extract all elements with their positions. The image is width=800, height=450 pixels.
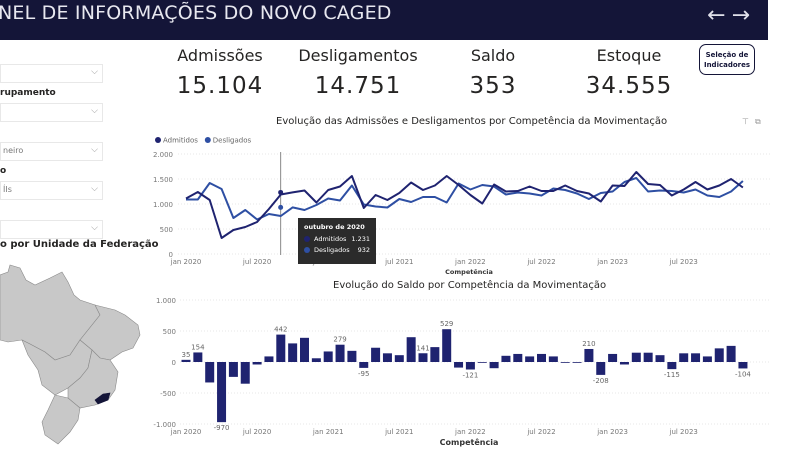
filter-dropdown-3[interactable]: neiro ⌵: [0, 142, 103, 161]
filter-label-agrupamento: rupamento: [0, 88, 56, 98]
kpi-label: Estoque: [596, 46, 662, 65]
x-tick-label: jul 2022: [526, 258, 555, 266]
report-title: NEL DE INFORMAÇÕES DO NOVO CAGED: [0, 2, 392, 24]
y-tick-label: 0: [169, 251, 173, 259]
y-tick-label: 500: [160, 226, 173, 234]
filter-icon[interactable]: ⊤: [742, 117, 749, 126]
hover-point-desligados: [278, 204, 284, 210]
legend-marker-admitidos: [155, 137, 161, 143]
series-line-admitidos: [185, 171, 744, 239]
filter-dropdown-2[interactable]: ⌵: [0, 103, 103, 122]
dropdown-value: neiro: [3, 146, 24, 155]
map-region-rio-de-janeiro[interactable]: [94, 392, 111, 405]
kpi-admissoes: Admissões 15.104: [172, 46, 268, 99]
line-chart-title: Evolução das Admissões e Desligamentos p…: [276, 116, 668, 127]
tooltip-row-admitidos: Admitidos 1.231: [304, 235, 370, 243]
tooltip-series-value: 932: [357, 246, 370, 254]
kpi-label: Admissões: [177, 46, 263, 65]
chevron-down-icon: ⌵: [91, 223, 98, 233]
filter-label-4: o: [0, 166, 7, 176]
series-line-desligados: [186, 177, 744, 221]
map-region-south[interactable]: [41, 394, 81, 445]
selecao-line2: Indicadores: [703, 61, 751, 69]
kpi-label: Saldo: [470, 46, 516, 65]
legend-label: Admitidos: [163, 137, 198, 145]
chart-tooltip: outubro de 2020 Admitidos 1.231 Desligad…: [298, 218, 376, 264]
y-tick-label: 2.000: [153, 151, 173, 159]
selecao-indicadores-button[interactable]: Seleção de Indicadores: [699, 44, 755, 75]
chevron-down-icon: ⌵: [91, 184, 98, 194]
selecao-line1: Seleção de: [705, 51, 749, 59]
kpi-value: 15.104: [176, 73, 264, 99]
x-tick-label: jul 2021: [384, 258, 413, 266]
x-tick-label: jan 2022: [454, 258, 486, 266]
tooltip-title: outubro de 2020: [304, 223, 365, 231]
map-title: o por Unidade da Federação: [0, 239, 159, 250]
visual-header-icons: ⊤ ⧉: [742, 117, 761, 127]
legend-dot-icon: [304, 236, 310, 242]
chevron-down-icon: ⌵: [91, 106, 98, 116]
y-tick-label: 1.500: [153, 176, 173, 184]
legend-label: Desligados: [213, 137, 252, 145]
hover-point-admitidos: [278, 189, 284, 195]
kpi-label: Desligamentos: [298, 46, 418, 65]
x-tick-label: jul 2020: [242, 258, 271, 266]
page-navigation: ← →: [707, 4, 750, 28]
dropdown-value: ÍIs: [3, 185, 12, 194]
report-header: NEL DE INFORMAÇÕES DO NOVO CAGED ← →: [0, 0, 768, 40]
y-tick-label: 1.000: [153, 201, 173, 209]
brazil-map[interactable]: [0, 260, 150, 450]
tooltip-row-desligados: Desligados 932: [304, 246, 370, 254]
kpi-desligamentos: Desligamentos 14.751: [296, 46, 420, 99]
legend-marker-desligados: [204, 137, 211, 143]
filter-dropdown-1[interactable]: ⌵: [0, 64, 103, 83]
kpi-saldo: Saldo 353: [458, 46, 528, 99]
chevron-down-icon: ⌵: [91, 67, 98, 77]
back-arrow-icon[interactable]: ←: [707, 3, 726, 28]
focus-mode-icon[interactable]: ⧉: [754, 117, 761, 126]
tooltip-series-name: Desligados: [314, 246, 350, 254]
chevron-down-icon: ⌵: [91, 145, 98, 155]
kpi-estoque: Estoque 34.555: [584, 46, 674, 99]
kpi-value: 353: [469, 73, 517, 99]
forward-arrow-icon[interactable]: →: [731, 3, 750, 28]
bar-chart-title: Evolução do Saldo por Competência da Mov…: [333, 280, 607, 291]
x-axis-title: Competência: [445, 268, 493, 276]
x-tick-label: jul 2023: [669, 258, 698, 266]
x-tick-label: jan 2023: [596, 258, 628, 266]
filter-dropdown-4[interactable]: ÍIs ⌵: [0, 181, 103, 200]
x-tick-label: jan 2020: [170, 258, 202, 266]
tooltip-series-name: Admitidos: [314, 235, 347, 243]
tooltip-series-value: 1.231: [351, 235, 370, 243]
kpi-value: 14.751: [314, 73, 402, 99]
filter-dropdown-5[interactable]: ⌵: [0, 220, 103, 239]
kpi-value: 34.555: [585, 73, 673, 99]
legend-dot-icon: [304, 247, 310, 253]
